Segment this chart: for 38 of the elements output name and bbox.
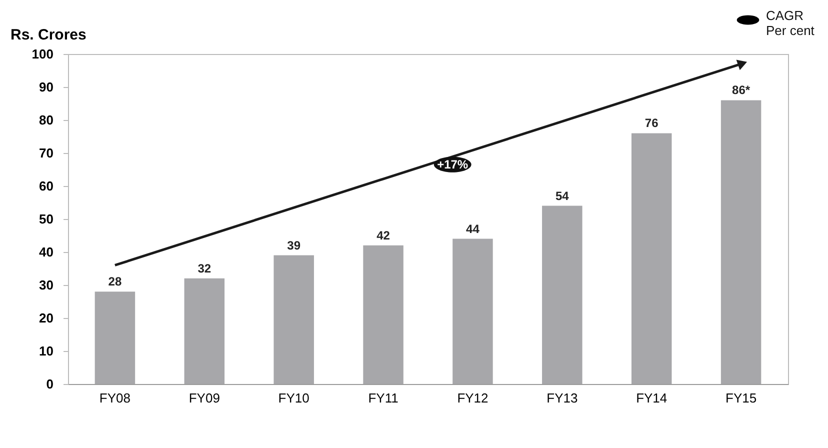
bar xyxy=(184,278,225,384)
bar xyxy=(542,206,582,384)
y-axis-title: Rs. Crores xyxy=(10,26,86,44)
y-tick-label: 80 xyxy=(39,112,54,128)
y-tick-label: 30 xyxy=(39,278,54,292)
bar xyxy=(720,100,762,384)
x-tick-label: FY15 xyxy=(726,390,757,406)
bar xyxy=(452,238,493,384)
y-tick-label: 90 xyxy=(39,80,54,94)
y-tick-label: 50 xyxy=(39,212,54,226)
x-tick-label: FY14 xyxy=(636,390,668,406)
y-tick-label: 60 xyxy=(39,178,54,194)
y-tick-label: 40 xyxy=(39,244,54,260)
y-tick-label: 10 xyxy=(39,344,54,358)
y-tick-label: 70 xyxy=(39,146,54,160)
x-tick-label: FY12 xyxy=(457,390,488,406)
data-label: 28 xyxy=(108,274,122,289)
x-tick-label: FY09 xyxy=(188,390,220,406)
data-label: 42 xyxy=(376,228,390,242)
x-tick-label: FY11 xyxy=(368,390,398,406)
bar xyxy=(631,133,672,384)
data-label: 76 xyxy=(644,116,659,130)
bar xyxy=(94,292,136,384)
data-label: 32 xyxy=(198,261,212,276)
y-tick-label: 100 xyxy=(32,46,54,62)
data-label: 44 xyxy=(466,222,480,236)
data-label: 39 xyxy=(287,238,301,252)
bar xyxy=(274,255,314,384)
x-tick-label: FY08 xyxy=(99,390,130,406)
annotation: +17% xyxy=(437,158,468,172)
y-tick-label: 0 xyxy=(46,376,54,392)
bar xyxy=(363,245,404,384)
x-tick-label: FY13 xyxy=(546,390,578,406)
data-label: 54 xyxy=(555,188,570,203)
y-tick-label: 20 xyxy=(39,310,54,326)
x-tick-label: FY10 xyxy=(278,390,310,406)
text: CAGR Per cent xyxy=(766,8,815,38)
data-label: 86* xyxy=(732,83,750,98)
